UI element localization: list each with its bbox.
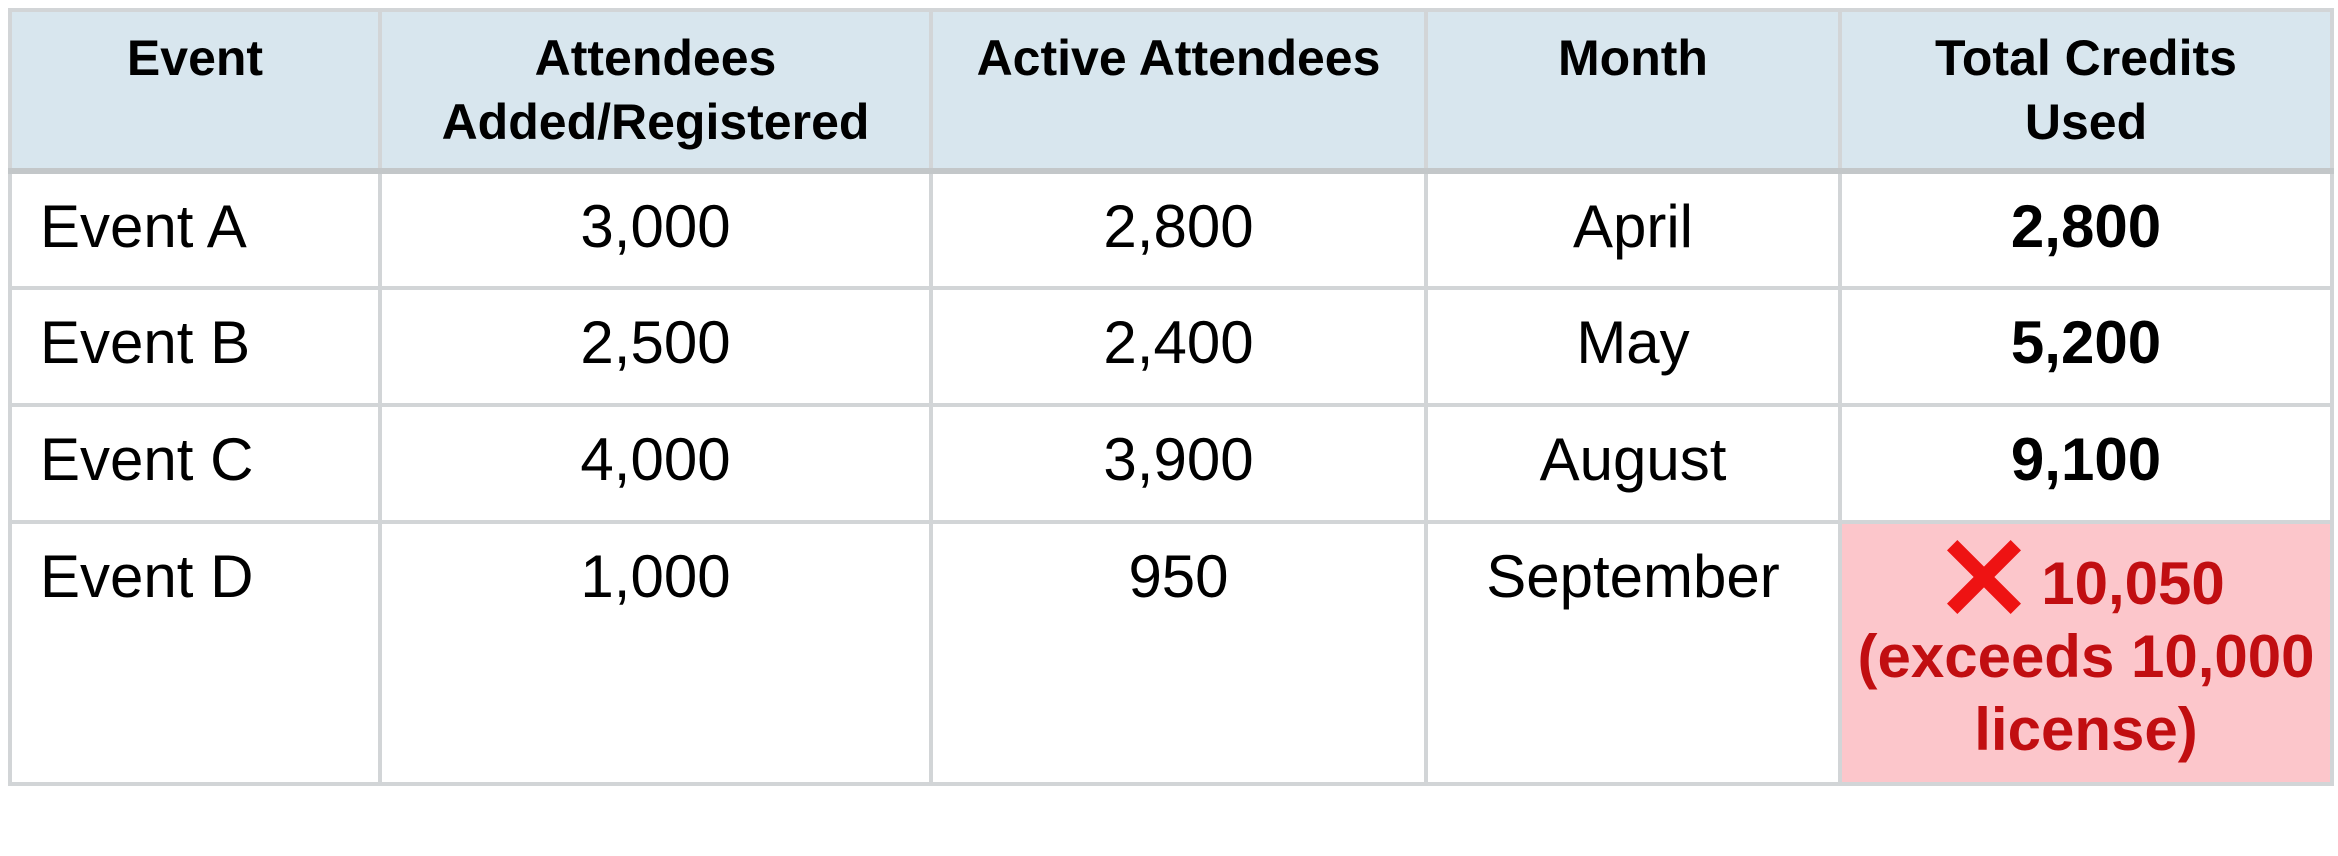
active-attendees-cell: 2,800 <box>929 169 1428 290</box>
column-header-label-line2: Added/Registered <box>441 94 870 150</box>
event-credits-table: Event Attendees Added/Registered Active … <box>8 8 2334 786</box>
column-header-label-line2: Used <box>2024 94 2148 150</box>
total-credits-cell: 5,200 <box>1838 286 2334 407</box>
event-cell: Event A <box>8 169 382 290</box>
column-header-attendees-added: Attendees Added/Registered <box>378 8 933 174</box>
column-header-label: Active Attendees <box>976 30 1381 86</box>
total-credits-cell-exceeded: 10,050 (exceeds 10,000 license) <box>1838 520 2334 786</box>
column-header-active-attendees: Active Attendees <box>929 8 1428 174</box>
column-header-label: Month <box>1558 30 1708 86</box>
table-row-event-c: Event C 4,000 3,900 August 9,100 <box>8 403 2334 524</box>
active-attendees-cell: 950 <box>929 520 1428 786</box>
active-attendees-cell: 2,400 <box>929 286 1428 407</box>
column-header-label: Attendees <box>534 30 777 86</box>
month-cell: May <box>1424 286 1842 407</box>
event-cell: Event D <box>8 520 382 786</box>
active-attendees-cell: 3,900 <box>929 403 1428 524</box>
month-cell: April <box>1424 169 1842 290</box>
column-header-label: Total Credits <box>1935 30 2237 86</box>
column-header-event: Event <box>8 8 382 174</box>
exceeded-credits-text: 10,050 (exceeds 10,000 license) <box>1857 550 2315 763</box>
column-header-label: Event <box>126 30 264 86</box>
attendees-added-cell: 4,000 <box>378 403 933 524</box>
attendees-added-cell: 3,000 <box>378 169 933 290</box>
month-cell: September <box>1424 520 1842 786</box>
total-credits-cell: 9,100 <box>1838 403 2334 524</box>
table-header-row: Event Attendees Added/Registered Active … <box>8 8 2334 174</box>
event-cell: Event C <box>8 403 382 524</box>
column-header-total-credits: Total Credits Used <box>1838 8 2334 174</box>
total-credits-cell: 2,800 <box>1838 169 2334 290</box>
table-row-event-b: Event B 2,500 2,400 May 5,200 <box>8 286 2334 407</box>
attendees-added-cell: 2,500 <box>378 286 933 407</box>
table-row-event-a: Event A 3,000 2,800 April 2,800 <box>8 169 2334 290</box>
month-cell: August <box>1424 403 1842 524</box>
column-header-month: Month <box>1424 8 1842 174</box>
table-row-event-d: Event D 1,000 950 September 10,050 (exce… <box>8 520 2334 786</box>
attendees-added-cell: 1,000 <box>378 520 933 786</box>
cross-mark-icon <box>1947 540 2022 614</box>
event-cell: Event B <box>8 286 382 407</box>
